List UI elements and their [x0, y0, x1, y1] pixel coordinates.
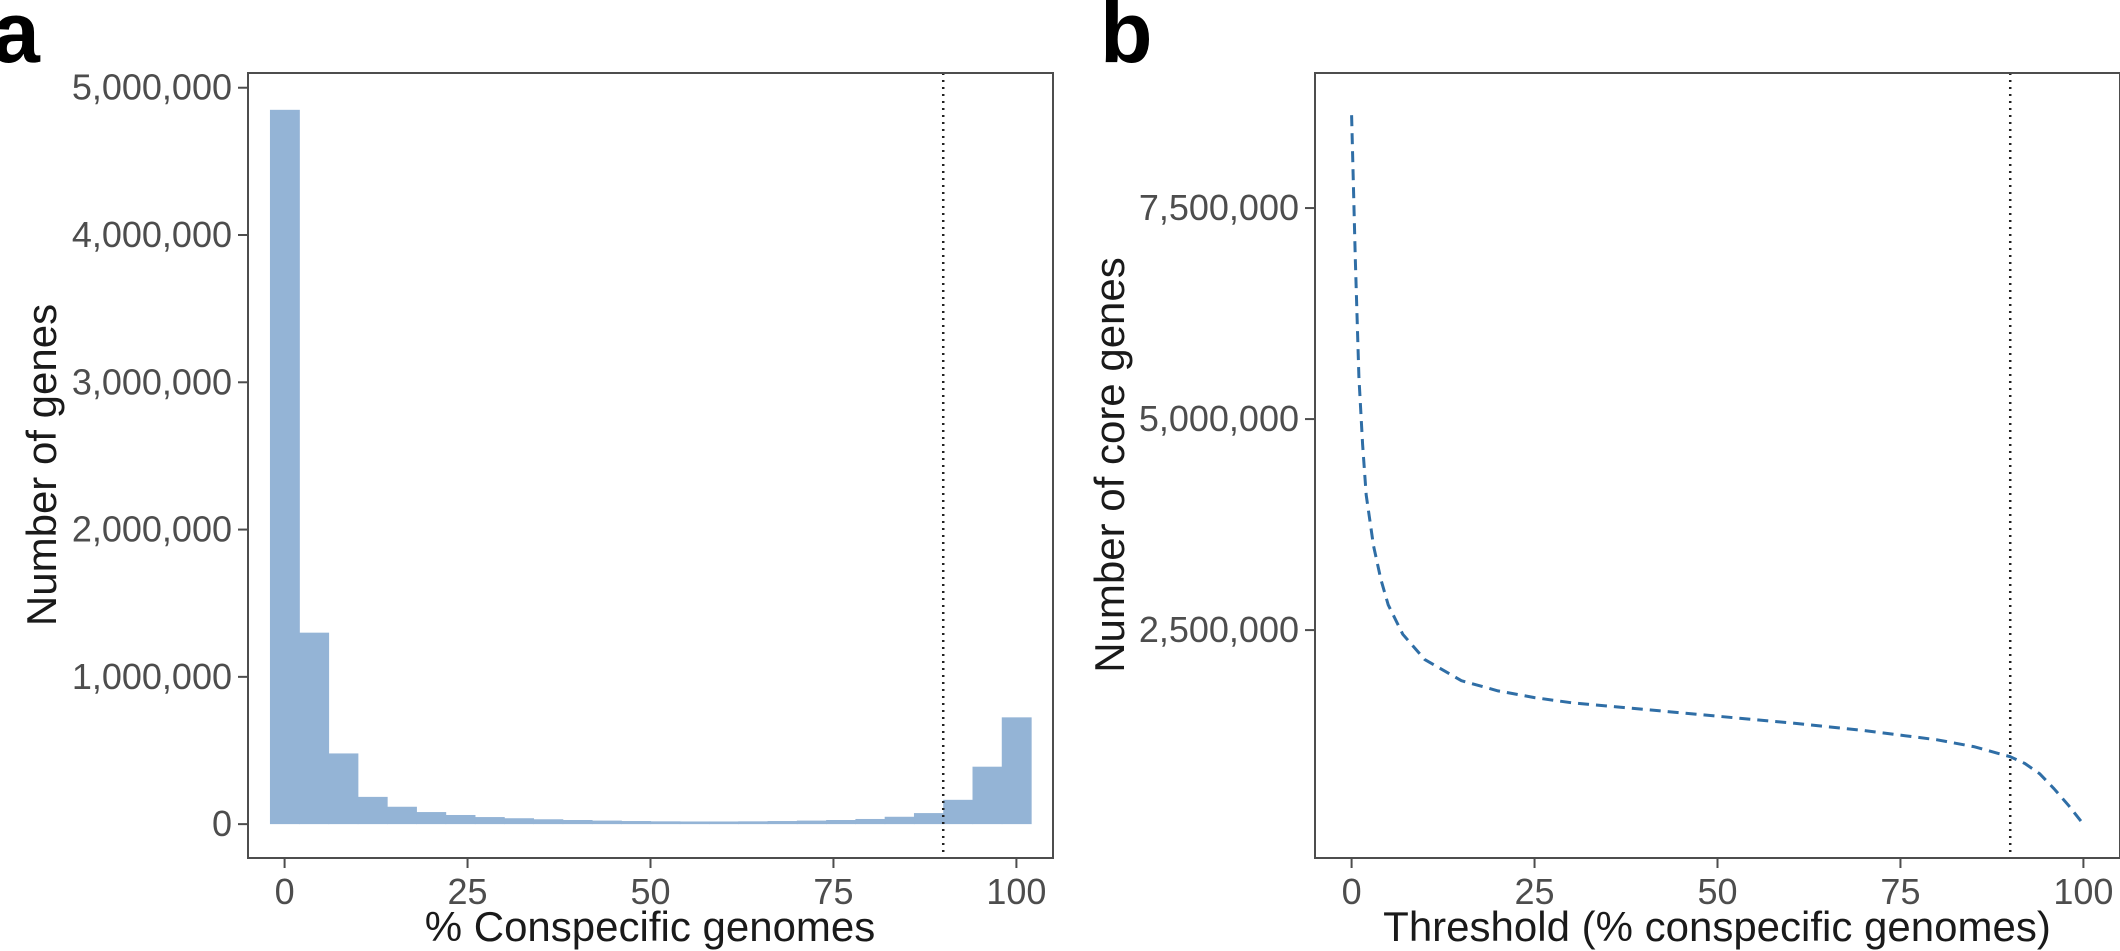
histogram-bar — [357, 796, 388, 825]
histogram-bar — [738, 821, 769, 825]
panel-a-x-tick-label: 100 — [986, 871, 1046, 912]
histogram-bar — [299, 632, 330, 825]
panel-a-letter: a — [0, 0, 41, 81]
panel-b-letter: b — [1100, 0, 1153, 81]
panel-a-x-tick-label: 25 — [448, 871, 488, 912]
panel-a-y-tick-label: 4,000,000 — [72, 214, 232, 255]
panel-b-y-axis-title: Number of core genes — [1086, 257, 1133, 673]
histogram-bar — [679, 821, 710, 825]
panel-b-y-tick-label: 2,500,000 — [1139, 609, 1299, 650]
histogram-bar — [767, 821, 798, 825]
panel-a-y-tick-label: 2,000,000 — [72, 509, 232, 550]
panel-a: a 0 25 50 75 100 0 1,000,000 2,000,000 3,000,00… — [0, 0, 1054, 950]
histogram-bars — [269, 73, 1032, 858]
panel-b-x-tick-label: 25 — [1515, 871, 1555, 912]
panel-a-y-tick-label: 3,000,000 — [72, 361, 232, 402]
histogram-bar — [269, 109, 300, 825]
panel-b-x-tick-label: 50 — [1697, 871, 1737, 912]
panel-b-x-axis-title: Threshold (% conspecific genomes) — [1383, 903, 2051, 950]
histogram-bar — [796, 820, 827, 825]
histogram-bar — [1001, 717, 1032, 825]
panel-b: b 0 25 50 75 100 2,500,000 5,000,000 7,500,000… — [1086, 0, 2120, 950]
panel-b-x-tick-label: 0 — [1342, 871, 1362, 912]
core-genes-line — [1350, 73, 2085, 858]
histogram-bar — [416, 812, 447, 825]
histogram-bar — [913, 813, 944, 825]
histogram-bar — [562, 820, 593, 825]
histogram-bar — [533, 819, 564, 825]
panel-b-x-tick-label: 75 — [1880, 871, 1920, 912]
histogram-bar — [943, 799, 974, 825]
panel-a-frame — [247, 72, 1054, 859]
histogram-bar — [826, 820, 857, 825]
histogram-bar — [621, 821, 652, 825]
panel-a-y-tick-label: 5,000,000 — [72, 67, 232, 108]
panel-a-x-tick-label: 75 — [813, 871, 853, 912]
panel-a-x-axis-title: % Conspecific genomes — [425, 903, 876, 950]
histogram-bar — [709, 821, 739, 825]
histogram-bar — [972, 766, 1003, 825]
core-genes-series-line — [1350, 115, 2085, 826]
panel-b-y-tick-label: 7,500,000 — [1139, 187, 1299, 228]
panel-b-y-tick-label: 5,000,000 — [1139, 398, 1299, 439]
panel-a-y-axis: 0 1,000,000 2,000,000 3,000,000 4,000,000 5,0… — [72, 67, 248, 844]
histogram-bar — [474, 817, 505, 825]
panel-a-y-tick-label: 1,000,000 — [72, 656, 232, 697]
histogram-bar — [591, 820, 622, 825]
panel-b-x-axis: 0 25 50 75 100 — [1342, 858, 2113, 912]
histogram-bar — [884, 816, 915, 825]
panel-a-x-axis: 0 25 50 75 100 — [275, 858, 1046, 912]
panel-a-x-tick-label: 50 — [630, 871, 670, 912]
histogram-bar — [387, 806, 417, 825]
panel-b-frame — [1314, 72, 2120, 859]
panel-a-x-tick-label: 0 — [275, 871, 295, 912]
histogram-bar — [650, 821, 681, 825]
panel-a-y-axis-title: Number of genes — [18, 304, 65, 626]
panel-b-y-axis: 2,500,000 5,000,000 7,500,000 — [1139, 187, 1315, 650]
histogram-bar — [504, 818, 535, 825]
panel-b-x-tick-label: 100 — [2053, 871, 2113, 912]
histogram-bar — [328, 753, 359, 825]
panel-a-y-tick-label: 0 — [212, 803, 232, 844]
histogram-bar — [445, 814, 476, 825]
histogram-bar — [855, 818, 886, 825]
